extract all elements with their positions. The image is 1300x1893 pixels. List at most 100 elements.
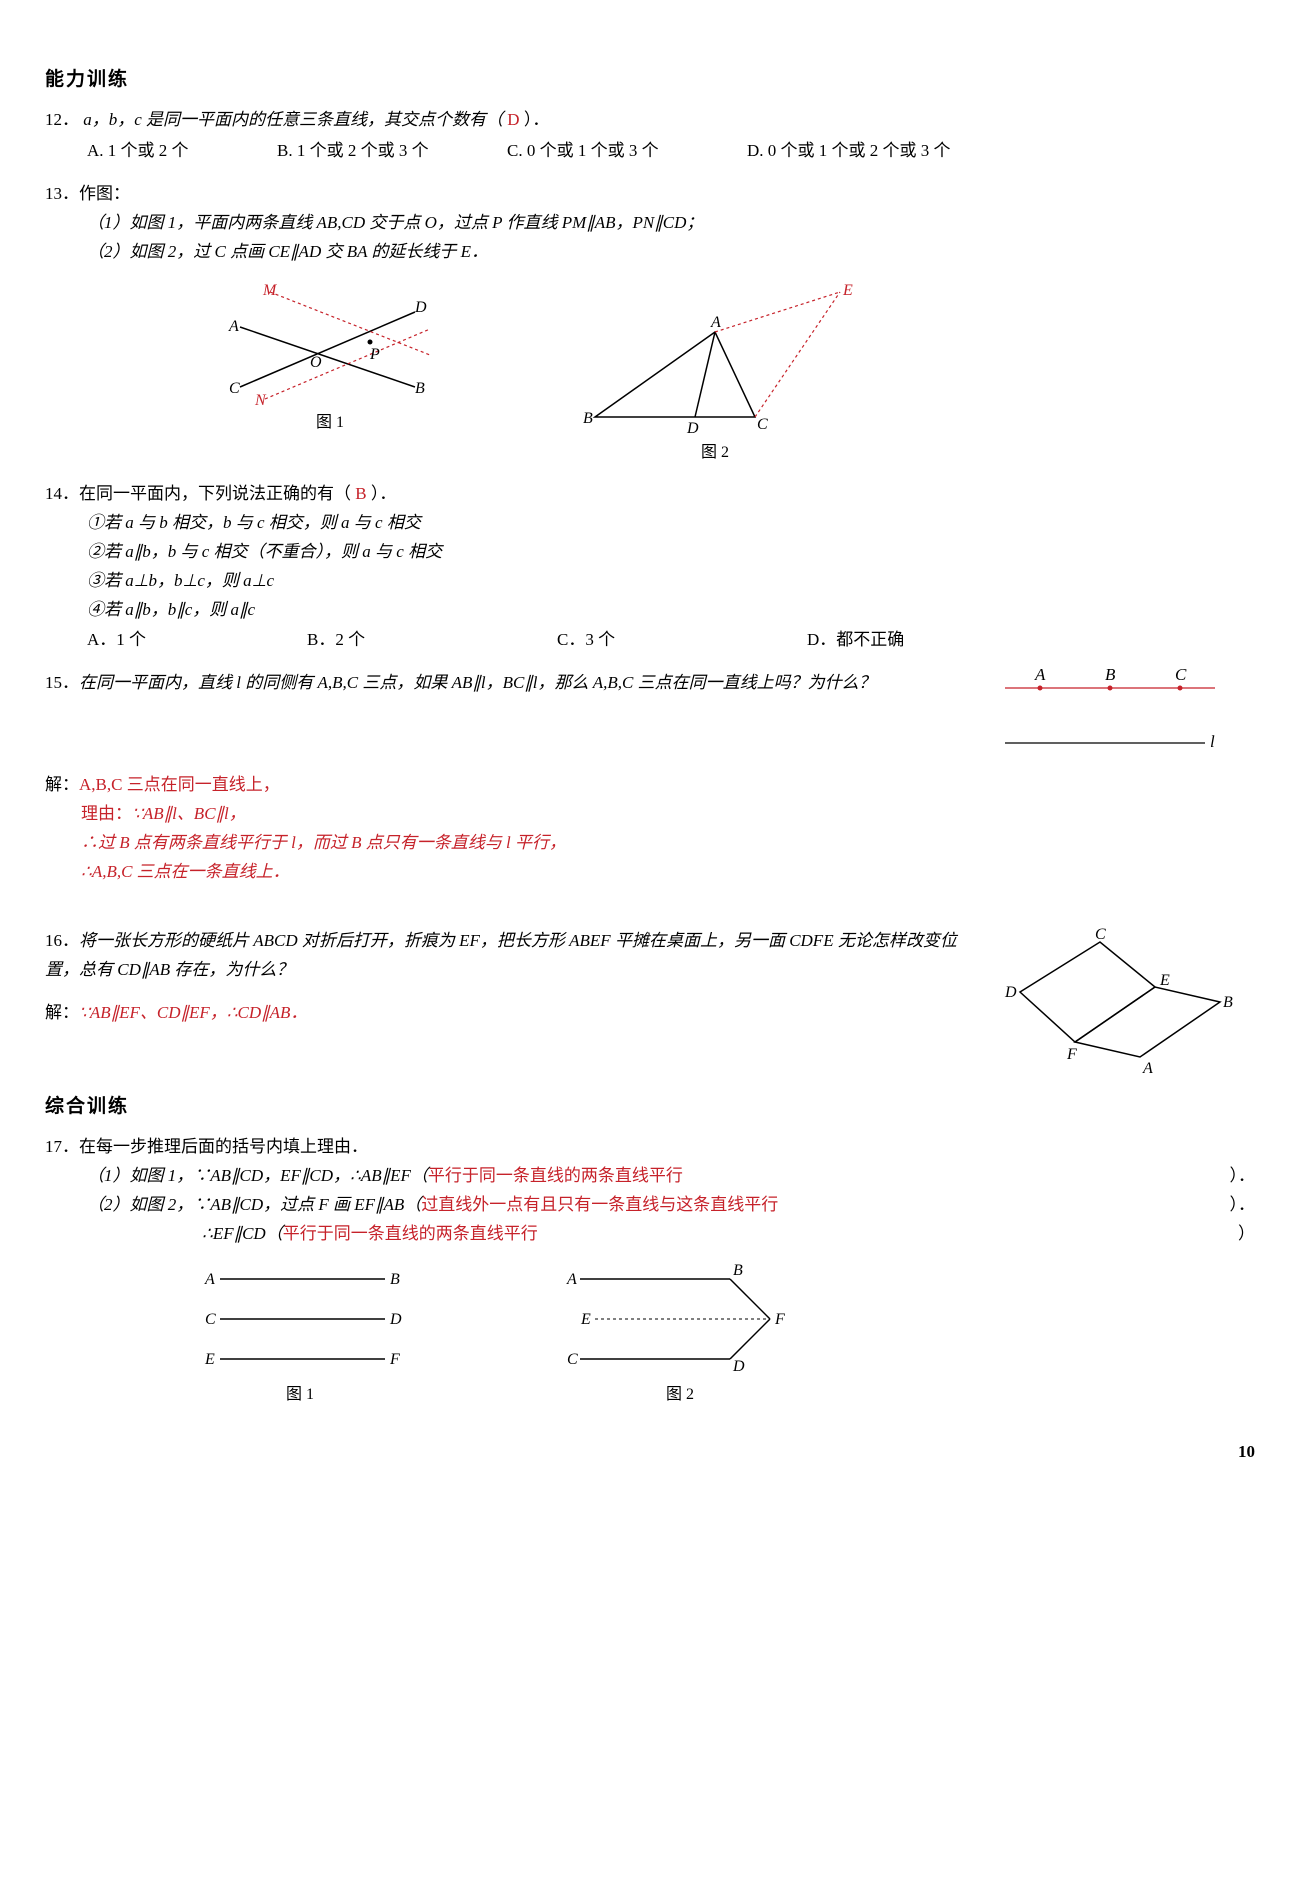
svg-text:B: B (583, 410, 593, 427)
q13-fig2: E A B D C (565, 277, 865, 437)
q12-answer: D (507, 110, 519, 129)
question-12: 12． a，b，c 是同一平面内的任意三条直线，其交点个数有（ D ）． A. … (45, 106, 1255, 166)
svg-text:O: O (310, 354, 322, 371)
q12-options: A. 1 个或 2 个 B. 1 个或 2 个或 3 个 C. 0 个或 1 个… (45, 137, 1255, 166)
svg-text:C: C (1095, 927, 1106, 943)
svg-text:D: D (389, 1311, 402, 1328)
q14-opt-b: B．2 个 (307, 626, 557, 655)
question-15: 15．在同一平面内，直线 l 的同侧有 A,B,C 三点，如果 AB∥l，BC∥… (45, 669, 1255, 887)
q17-l1-ans: 平行于同一条直线的两条直线平行 (428, 1166, 683, 1185)
q14-opt-d: D．都不正确 (807, 626, 904, 655)
q13-line2: （2）如图 2，过 C 点画 CE∥AD 交 BA 的延长线于 E． (45, 238, 1255, 267)
svg-text:A: A (1142, 1060, 1153, 1077)
q14-text-a: 在同一平面内，下列说法正确的有（ (79, 484, 355, 503)
svg-text:l: l (1210, 732, 1215, 751)
q12-opt-a: A. 1 个或 2 个 (87, 137, 277, 166)
q17-fig1: A B C D E F (185, 1259, 415, 1379)
q12-opt-b: B. 1 个或 2 个或 3 个 (277, 137, 507, 166)
q17-l2-a: （2）如图 2，∵AB∥CD，过点 F 画 EF∥AB（ (87, 1195, 421, 1214)
svg-text:E: E (204, 1351, 215, 1368)
svg-text:M: M (262, 282, 278, 299)
q15-a4: ∴A,B,C 三点在一条直线上． (45, 858, 1255, 887)
svg-text:E: E (842, 282, 853, 299)
q15-a2-pre: 理由： (81, 804, 132, 823)
q16-diagram: C D E B F A (985, 927, 1255, 1077)
q13-fig1-wrap: M D A P O C N B 图 1 (215, 277, 445, 466)
svg-text:P: P (369, 346, 380, 363)
svg-text:D: D (1004, 984, 1017, 1001)
q13-fig1-label: 图 1 (215, 409, 445, 436)
q15-diagram: A B C l (995, 663, 1225, 763)
q15-a1: A,B,C 三点在同一直线上， (79, 775, 280, 794)
q12-text-b: ）． (520, 110, 550, 129)
q14-s1: ①若 a 与 b 相交，b 与 c 相交，则 a 与 c 相交 (45, 509, 1255, 538)
section-synthesis-title: 综合训练 (45, 1091, 1255, 1123)
q14-s4: ④若 a∥b，b∥c，则 a∥c (45, 596, 1255, 625)
q13-line1: （1）如图 1，平面内两条直线 AB,CD 交于点 O，过点 P 作直线 PM∥… (45, 209, 1255, 238)
svg-text:N: N (254, 392, 267, 407)
svg-text:F: F (389, 1351, 400, 1368)
question-17: 17．在每一步推理后面的括号内填上理由． （1）如图 1，∵AB∥CD，EF∥C… (45, 1133, 1255, 1408)
svg-text:A: A (710, 314, 721, 331)
q13-title: 作图： (79, 184, 130, 203)
q15-a2: ∵AB∥l、BC∥l， (132, 804, 246, 823)
q12-num: 12． (45, 110, 79, 129)
q14-num: 14． (45, 484, 79, 503)
q17-l3-b: ） (1238, 1220, 1255, 1249)
svg-text:A: A (1034, 665, 1046, 684)
q17-l1-b: ）． (1230, 1162, 1256, 1191)
q17-fig1-label: 图 1 (185, 1381, 415, 1408)
svg-text:D: D (686, 420, 699, 437)
page-number: 10 (45, 1438, 1255, 1467)
q17-l3-a: ∴EF∥CD（ (202, 1224, 283, 1243)
q12-text-a: a，b，c 是同一平面内的任意三条直线，其交点个数有（ (83, 110, 507, 129)
q17-num: 17． (45, 1137, 79, 1156)
svg-text:A: A (204, 1271, 215, 1288)
q15-a3: ∴过 B 点有两条直线平行于 l，而过 B 点只有一条直线与 l 平行， (45, 829, 1255, 858)
q16-num: 16． (45, 931, 79, 950)
q14-opt-c: C．3 个 (557, 626, 807, 655)
q16-ans: ∵AB∥EF、CD∥EF，∴CD∥AB． (79, 1003, 307, 1022)
svg-text:B: B (390, 1271, 400, 1288)
q15-answer-block: 解：A,B,C 三点在同一直线上， 理由：∵AB∥l、BC∥l， ∴过 B 点有… (45, 771, 1255, 887)
q14-answer: B (355, 484, 366, 503)
q17-l1-a: （1）如图 1，∵AB∥CD，EF∥CD，∴AB∥EF（ (87, 1166, 428, 1185)
q13-fig2-label: 图 2 (565, 439, 865, 466)
q17-l2-b: ）． (1230, 1191, 1256, 1220)
svg-text:D: D (732, 1358, 745, 1375)
q15-num: 15． (45, 673, 79, 692)
q15-ans-label: 解： (45, 775, 79, 794)
q16-ans-label: 解： (45, 1003, 79, 1022)
svg-text:C: C (757, 416, 768, 433)
q17-fig2: A B E F C D (555, 1259, 805, 1379)
question-14: 14．在同一平面内，下列说法正确的有（ B ）． ①若 a 与 b 相交，b 与… (45, 480, 1255, 655)
svg-text:B: B (1223, 994, 1233, 1011)
q17-l3-ans: 平行于同一条直线的两条直线平行 (283, 1224, 538, 1243)
svg-text:C: C (567, 1351, 578, 1368)
q14-opt-a: A．1 个 (87, 626, 307, 655)
section-ability-title: 能力训练 (45, 64, 1255, 96)
svg-text:F: F (774, 1311, 785, 1328)
svg-text:B: B (415, 380, 425, 397)
q13-num: 13． (45, 184, 79, 203)
svg-text:C: C (229, 380, 240, 397)
svg-text:E: E (580, 1311, 591, 1328)
q17-title: 在每一步推理后面的括号内填上理由． (79, 1137, 368, 1156)
question-16: 16．将一张长方形的硬纸片 ABCD 对折后打开，折痕为 EF，把长方形 ABE… (45, 927, 1255, 1077)
svg-text:B: B (733, 1262, 743, 1279)
q17-l2-ans: 过直线外一点有且只有一条直线与这条直线平行 (421, 1195, 778, 1214)
q14-s2: ②若 a∥b，b 与 c 相交（不重合），则 a 与 c 相交 (45, 538, 1255, 567)
q16-text: 将一张长方形的硬纸片 ABCD 对折后打开，折痕为 EF，把长方形 ABEF 平… (45, 931, 957, 979)
svg-text:C: C (205, 1311, 216, 1328)
q17-fig2-label: 图 2 (555, 1381, 805, 1408)
svg-text:C: C (1175, 665, 1187, 684)
q13-fig2-wrap: E A B D C 图 2 (565, 277, 865, 466)
svg-text:A: A (566, 1271, 577, 1288)
q14-text-b: ）． (367, 484, 397, 503)
q12-opt-d: D. 0 个或 1 个或 2 个或 3 个 (747, 137, 951, 166)
q15-text: 在同一平面内，直线 l 的同侧有 A,B,C 三点，如果 AB∥l，BC∥l，那… (79, 673, 876, 692)
svg-text:B: B (1105, 665, 1116, 684)
q14-s3: ③若 a⊥b，b⊥c，则 a⊥c (45, 567, 1255, 596)
question-13: 13．作图： （1）如图 1，平面内两条直线 AB,CD 交于点 O，过点 P … (45, 180, 1255, 466)
svg-text:A: A (228, 318, 239, 335)
